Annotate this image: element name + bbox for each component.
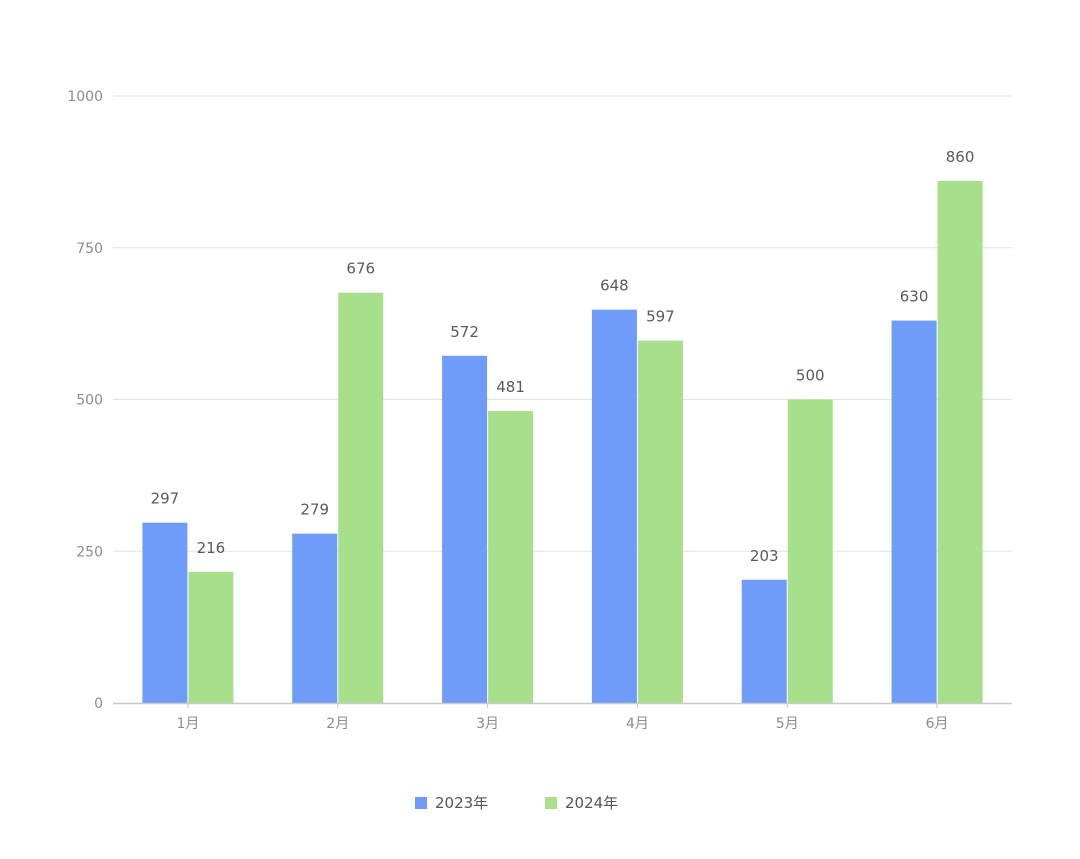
bar-2023年-2月	[292, 533, 338, 703]
data-label: 500	[796, 367, 825, 385]
bar-2024年-4月	[637, 340, 683, 703]
data-label: 648	[600, 277, 629, 295]
gridlines	[113, 95, 1012, 552]
legend-swatch	[415, 797, 427, 809]
x-tick-label: 5月	[776, 716, 799, 732]
x-axis: 1月 2月 3月 4月 5月 6月	[113, 702, 1012, 732]
bar-2023年-4月	[591, 309, 637, 703]
bar-2023年-6月	[891, 320, 937, 703]
data-labels: 297 216 279 676 572 481 648 597 203 500 630 860	[151, 148, 975, 565]
bar-2024年-1月	[188, 571, 234, 703]
legend-label: 2024年	[565, 794, 618, 812]
data-label: 279	[300, 501, 329, 519]
data-label: 630	[900, 288, 929, 306]
legend-item-2023年[interactable]: 2023年	[415, 794, 488, 812]
bar-2024年-5月	[787, 399, 833, 703]
bar-2023年-1月	[142, 522, 188, 703]
data-label: 297	[151, 490, 180, 508]
x-tick-label: 3月	[476, 716, 499, 732]
y-tick-label: 500	[76, 393, 103, 409]
legend-swatch	[545, 797, 557, 809]
legend-label: 2023年	[435, 794, 488, 812]
bar-2024年-2月	[338, 292, 384, 703]
data-label: 216	[197, 539, 226, 557]
legend-item-2024年[interactable]: 2024年	[545, 794, 618, 812]
y-tick-label: 250	[76, 544, 103, 560]
data-label: 597	[646, 308, 675, 326]
x-tick-label: 1月	[176, 716, 199, 732]
data-label: 203	[750, 547, 779, 565]
y-axis: 0 250 500 750 1000	[67, 89, 103, 712]
data-label: 572	[450, 323, 479, 341]
x-tick-label: 2月	[326, 716, 349, 732]
bar-2024年-6月	[937, 180, 983, 704]
bar-2023年-5月	[741, 579, 787, 703]
x-tick-label: 6月	[926, 716, 949, 732]
bars	[142, 180, 983, 704]
bar-2024年-3月	[488, 411, 534, 703]
y-tick-label: 750	[76, 241, 103, 257]
y-tick-label: 1000	[67, 89, 103, 105]
data-label: 676	[346, 260, 375, 278]
legend[interactable]: 2023年 2024年	[415, 794, 618, 812]
data-label: 860	[946, 148, 975, 166]
x-tick-label: 4月	[626, 716, 649, 732]
bar-2023年-3月	[442, 355, 488, 703]
data-label: 481	[496, 378, 525, 396]
y-tick-label: 0	[94, 696, 103, 712]
